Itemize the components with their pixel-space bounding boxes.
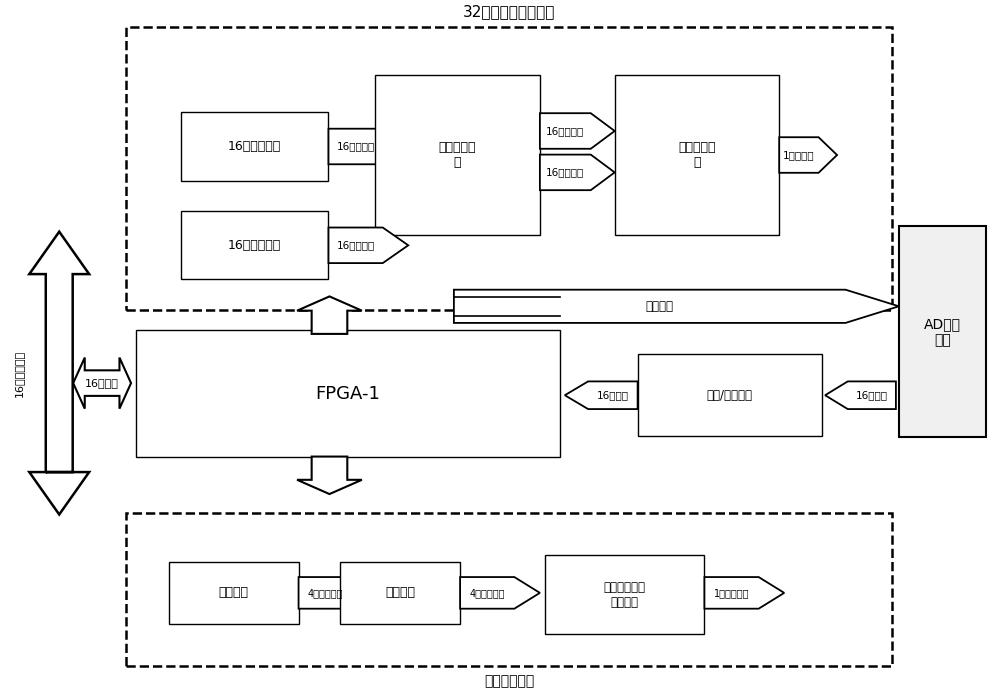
Text: 16路模拟输入: 16路模拟输入: [228, 239, 281, 252]
Text: 电源选择多路
选择模块: 电源选择多路 选择模块: [604, 581, 646, 608]
Polygon shape: [540, 155, 615, 190]
Polygon shape: [779, 137, 837, 173]
Text: 32路模拟量检测模块: 32路模拟量检测模块: [463, 4, 555, 19]
Polygon shape: [454, 290, 899, 323]
Polygon shape: [328, 129, 408, 164]
Text: 采样保持模
块: 采样保持模 块: [439, 141, 476, 169]
Polygon shape: [73, 358, 131, 409]
Text: FPGA-1: FPGA-1: [315, 385, 380, 403]
FancyBboxPatch shape: [181, 211, 328, 279]
Text: 缓存/隔离模块: 缓存/隔离模块: [707, 389, 753, 402]
Polygon shape: [328, 227, 408, 263]
Text: 16位数据总线: 16位数据总线: [14, 349, 24, 396]
Text: 电源输入: 电源输入: [219, 586, 249, 599]
Text: 电源检测模块: 电源检测模块: [484, 675, 534, 689]
FancyBboxPatch shape: [136, 331, 560, 457]
Polygon shape: [299, 577, 378, 608]
Text: 16路模拟量: 16路模拟量: [336, 240, 375, 250]
Text: 16位数据: 16位数据: [597, 390, 629, 401]
Text: 16路模拟量: 16路模拟量: [546, 168, 584, 177]
Text: 16路模拟量: 16路模拟量: [546, 126, 584, 136]
Polygon shape: [565, 381, 638, 409]
Text: 1路电源信号: 1路电源信号: [714, 588, 749, 598]
Text: 控制信号: 控制信号: [645, 300, 673, 313]
FancyBboxPatch shape: [375, 75, 540, 235]
Polygon shape: [704, 577, 784, 608]
Text: 4路电源信号: 4路电源信号: [469, 588, 505, 598]
FancyBboxPatch shape: [638, 354, 822, 436]
Text: 滤波模块: 滤波模块: [385, 586, 415, 599]
Text: 1路模拟量: 1路模拟量: [783, 150, 815, 160]
Text: AD采样
模块: AD采样 模块: [924, 317, 961, 347]
Polygon shape: [29, 231, 89, 514]
FancyBboxPatch shape: [899, 226, 986, 437]
Text: 16位数据: 16位数据: [85, 378, 119, 388]
Polygon shape: [825, 381, 896, 409]
Text: 16路模拟输入: 16路模拟输入: [228, 140, 281, 153]
Polygon shape: [460, 577, 540, 608]
Text: 4路电源信号: 4路电源信号: [308, 588, 343, 598]
FancyBboxPatch shape: [615, 75, 779, 235]
FancyBboxPatch shape: [169, 562, 299, 624]
Text: 16位数据: 16位数据: [856, 390, 888, 401]
Polygon shape: [297, 297, 362, 334]
Polygon shape: [297, 457, 362, 494]
Polygon shape: [540, 113, 615, 149]
Text: 16路模拟量: 16路模拟量: [336, 141, 375, 152]
FancyBboxPatch shape: [545, 555, 704, 634]
FancyBboxPatch shape: [340, 562, 460, 624]
FancyBboxPatch shape: [181, 112, 328, 181]
Text: 多路选择模
块: 多路选择模 块: [678, 141, 716, 169]
